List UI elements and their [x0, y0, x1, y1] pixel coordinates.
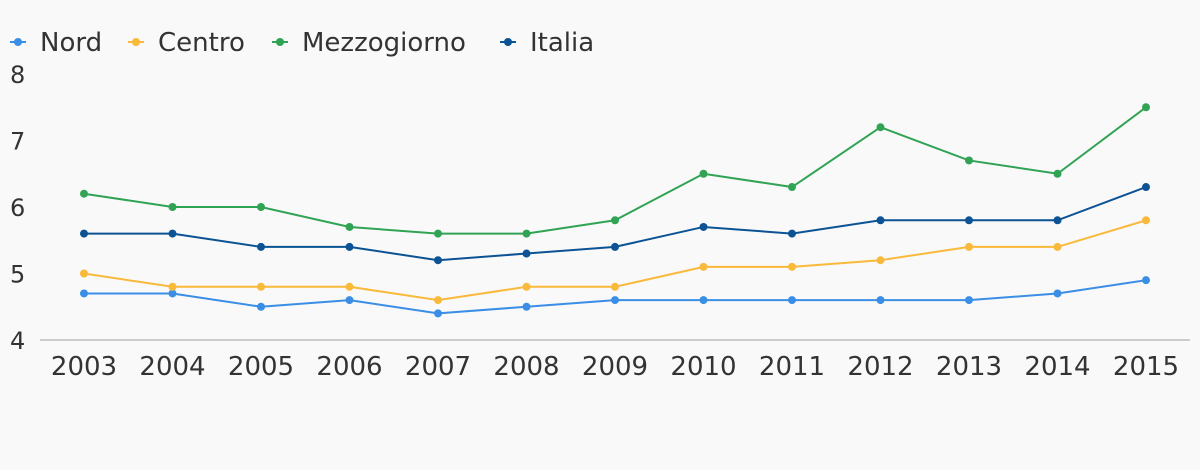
data-point-centro-2014[interactable] [1053, 242, 1062, 251]
legend-marker-dot [276, 38, 284, 46]
data-point-nord-2010[interactable] [699, 296, 708, 305]
x-tick-label-2015: 2015 [1113, 352, 1179, 382]
x-tick-label-2008: 2008 [493, 352, 559, 382]
y-axis: 4 5 6 7 8 [10, 61, 25, 355]
data-point-italia-2006[interactable] [345, 242, 354, 251]
data-point-centro-2010[interactable] [699, 262, 708, 271]
data-point-nord-2011[interactable] [788, 296, 796, 305]
legend-label-mezzogiorno: Mezzogiorno [302, 28, 466, 58]
legend-label-italia: Italia [530, 28, 594, 58]
y-tick-label-7: 7 [10, 128, 25, 156]
data-point-mezzogiorno-2009[interactable] [611, 216, 619, 225]
data-point-mezzogiorno-2010[interactable] [699, 169, 708, 178]
y-tick-label-5: 5 [10, 261, 25, 289]
series-nord [80, 276, 1150, 318]
data-point-centro-2013[interactable] [965, 242, 973, 251]
data-point-mezzogiorno-2014[interactable] [1053, 169, 1062, 178]
legend-item-italia[interactable]: Italia [500, 28, 594, 58]
data-point-nord-2009[interactable] [611, 296, 619, 305]
data-point-italia-2008[interactable] [522, 249, 531, 258]
data-point-nord-2012[interactable] [876, 296, 885, 305]
x-tick-label-2014: 2014 [1024, 352, 1090, 382]
data-point-centro-2007[interactable] [434, 296, 442, 305]
data-point-centro-2015[interactable] [1142, 216, 1150, 225]
x-tick-label-2003: 2003 [51, 352, 117, 382]
data-point-centro-2012[interactable] [876, 256, 885, 265]
data-point-mezzogiorno-2008[interactable] [522, 229, 531, 238]
data-point-nord-2008[interactable] [522, 302, 531, 311]
data-point-nord-2005[interactable] [257, 302, 265, 311]
data-point-nord-2014[interactable] [1053, 289, 1062, 298]
data-point-centro-2005[interactable] [257, 282, 265, 291]
data-point-italia-2003[interactable] [80, 229, 88, 238]
legend-label-centro: Centro [158, 28, 245, 58]
data-point-italia-2013[interactable] [965, 216, 973, 225]
data-point-mezzogiorno-2012[interactable] [876, 123, 885, 132]
legend-marker-dot [504, 38, 512, 46]
x-tick-label-2011: 2011 [759, 352, 825, 382]
series-mezzogiorno [80, 103, 1150, 238]
data-point-nord-2006[interactable] [345, 296, 354, 305]
x-tick-label-2006: 2006 [316, 352, 382, 382]
data-point-mezzogiorno-2007[interactable] [434, 229, 442, 238]
data-point-mezzogiorno-2003[interactable] [80, 189, 88, 198]
data-point-italia-2005[interactable] [257, 242, 265, 251]
x-tick-label-2005: 2005 [228, 352, 294, 382]
data-point-centro-2004[interactable] [168, 282, 177, 291]
data-point-centro-2006[interactable] [345, 282, 354, 291]
legend-item-nord[interactable]: Nord [10, 28, 102, 58]
legend-marker-dot [132, 38, 140, 46]
legend-label-nord: Nord [40, 28, 102, 58]
y-tick-label-6: 6 [10, 194, 25, 222]
data-point-nord-2007[interactable] [434, 309, 442, 318]
legend-item-centro[interactable]: Centro [128, 28, 245, 58]
x-tick-label-2012: 2012 [847, 352, 913, 382]
data-point-centro-2003[interactable] [80, 269, 88, 278]
data-point-centro-2008[interactable] [522, 282, 531, 291]
data-point-centro-2009[interactable] [611, 282, 619, 291]
series-line-mezzogiorno [83, 106, 1147, 235]
data-point-nord-2003[interactable] [80, 289, 88, 298]
x-tick-label-2010: 2010 [670, 352, 736, 382]
data-point-italia-2007[interactable] [434, 256, 442, 265]
data-point-italia-2010[interactable] [699, 222, 708, 231]
legend-marker-dot [14, 38, 22, 46]
x-tick-label-2004: 2004 [139, 352, 205, 382]
legend-item-mezzogiorno[interactable]: Mezzogiorno [272, 28, 466, 58]
data-point-italia-2015[interactable] [1142, 183, 1150, 192]
data-point-italia-2011[interactable] [788, 229, 796, 238]
x-tick-label-2009: 2009 [582, 352, 648, 382]
data-point-nord-2013[interactable] [965, 296, 973, 305]
data-point-mezzogiorno-2006[interactable] [345, 222, 354, 231]
series-centro [80, 216, 1150, 305]
x-axis: 2003 2004 2005 2006 2007 2008 2009 2010 2011 2012… [51, 352, 1179, 382]
x-tick-label-2007: 2007 [405, 352, 471, 382]
y-tick-label-8: 8 [10, 61, 25, 89]
series-italia [80, 183, 1150, 265]
data-point-mezzogiorno-2005[interactable] [257, 203, 265, 211]
data-point-mezzogiorno-2015[interactable] [1142, 103, 1150, 112]
data-point-centro-2011[interactable] [788, 262, 796, 271]
x-tick-label-2013: 2013 [936, 352, 1002, 382]
data-point-italia-2004[interactable] [168, 229, 177, 238]
data-point-mezzogiorno-2004[interactable] [168, 203, 177, 211]
y-tick-label-4: 4 [10, 327, 25, 355]
data-point-italia-2012[interactable] [876, 216, 885, 225]
legend: Nord Centro Mezzogiorno Italia [10, 28, 594, 58]
data-point-italia-2009[interactable] [611, 242, 619, 251]
series-layer [80, 103, 1150, 318]
data-point-nord-2004[interactable] [168, 289, 177, 298]
data-point-mezzogiorno-2011[interactable] [788, 183, 796, 192]
data-point-italia-2014[interactable] [1053, 216, 1062, 225]
data-point-mezzogiorno-2013[interactable] [965, 156, 973, 165]
data-point-nord-2015[interactable] [1142, 276, 1150, 285]
